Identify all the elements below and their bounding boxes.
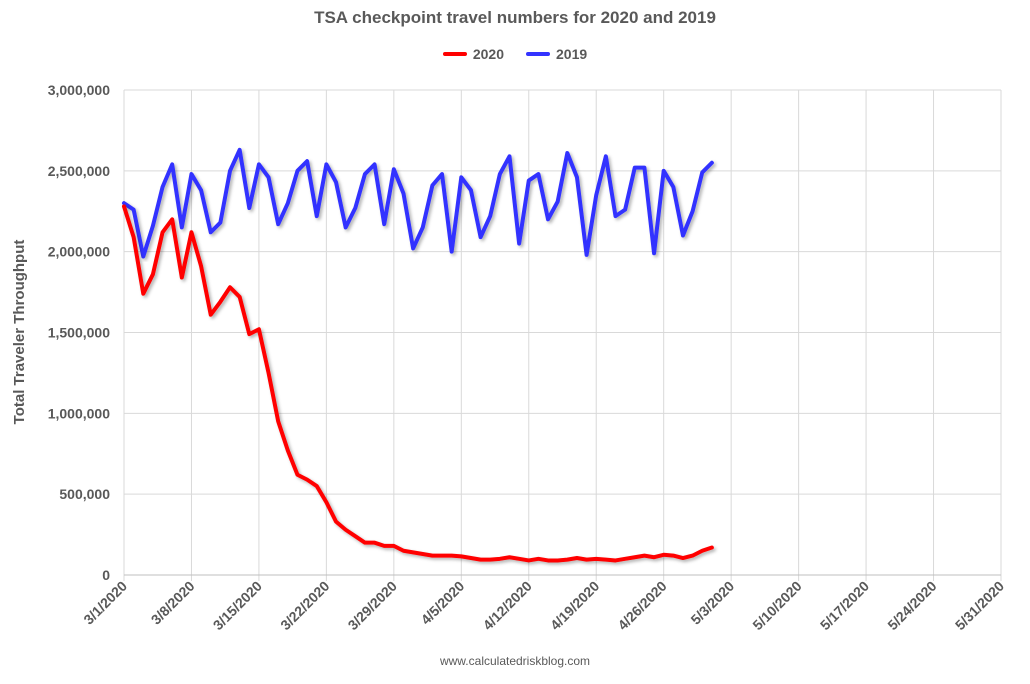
- x-tick-label: 3/8/2020: [148, 578, 198, 628]
- legend-swatch-2020: [442, 52, 467, 56]
- legend-item-2020: 2020: [442, 46, 504, 62]
- x-tick-label: 3/1/2020: [80, 578, 130, 628]
- y-tick-label: 1,000,000: [48, 405, 110, 421]
- y-tick-label: 2,000,000: [48, 244, 110, 260]
- y-tick-label: 2,500,000: [48, 163, 110, 179]
- x-tick-label: 3/15/2020: [210, 578, 266, 634]
- x-tick-label: 4/19/2020: [547, 578, 603, 634]
- y-tick-label: 1,500,000: [48, 325, 110, 341]
- series-line-2019: [122, 147, 714, 259]
- series-line-2020: [122, 204, 714, 563]
- x-tick-label: 4/12/2020: [480, 578, 536, 634]
- x-tick-label: 5/10/2020: [749, 578, 805, 634]
- legend-label-2020: 2020: [472, 46, 504, 62]
- footer-url: www.calculatedriskblog.com: [439, 654, 591, 668]
- y-axis-label: Total Traveler Throughput: [11, 240, 28, 425]
- x-tick-label: 4/5/2020: [418, 578, 468, 628]
- x-tick-label: 5/3/2020: [687, 578, 737, 628]
- x-tick-label: 3/29/2020: [345, 578, 401, 634]
- legend: 2020 2019: [0, 46, 1030, 62]
- legend-swatch-2019: [526, 52, 550, 56]
- y-tick-label: 500,000: [59, 486, 110, 502]
- legend-item-2019: 2019: [526, 46, 587, 62]
- x-tick-label: 3/22/2020: [277, 578, 333, 634]
- y-tick-label: 3,000,000: [48, 82, 110, 98]
- x-tick-label: 5/31/2020: [952, 578, 1008, 634]
- legend-label-2019: 2019: [556, 46, 588, 62]
- chart-title: TSA checkpoint travel numbers for 2020 a…: [314, 8, 716, 27]
- x-tick-label: 5/17/2020: [817, 578, 873, 634]
- x-tick-label: 4/26/2020: [614, 578, 670, 634]
- y-tick-label: 0: [102, 567, 110, 583]
- x-tick-label: 5/24/2020: [884, 578, 940, 634]
